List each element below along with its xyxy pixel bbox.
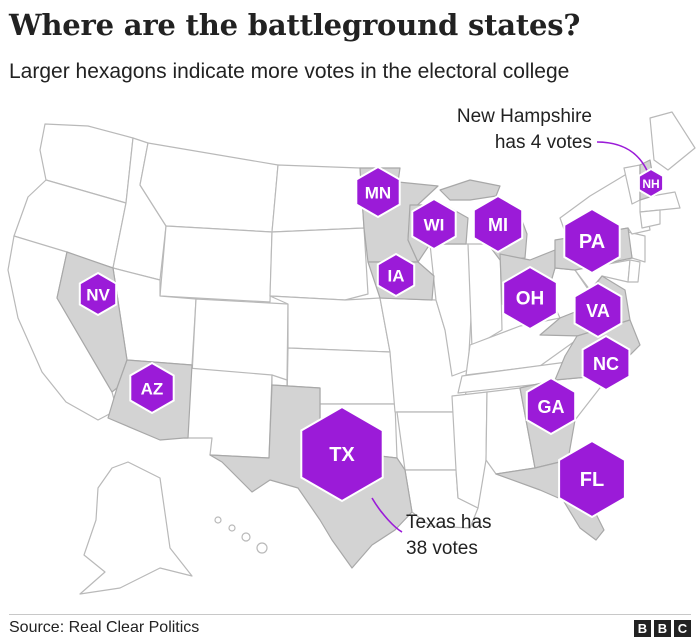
hexagon-label-nc: NC [593, 354, 619, 374]
state-hi-4 [256, 542, 268, 554]
logo-letter: B [654, 620, 671, 637]
hexagon-label-wi: WI [424, 216, 445, 235]
hexagon-label-nv: NV [86, 286, 110, 305]
state-ak [79, 461, 193, 595]
state-mt [139, 142, 279, 233]
state-ar [396, 411, 461, 471]
state-co [191, 298, 289, 381]
hexagon-va [573, 281, 623, 339]
state-ct [639, 209, 661, 229]
state-nm [183, 367, 273, 459]
state-de [627, 259, 641, 283]
hexagon-label-va: VA [586, 301, 610, 321]
hexagon-markers: NH MN WI MI PA IA NV OH VA NC AZ GA TX FL [78, 165, 665, 519]
hexagon-label-ia: IA [388, 267, 405, 286]
hexagon-wi [411, 197, 457, 251]
hexagon-nc [581, 334, 631, 392]
hexagon-label-az: AZ [141, 380, 164, 399]
state-hi-3 [241, 532, 251, 542]
hexagon-mi [472, 194, 524, 254]
tx-leader-line [371, 497, 403, 533]
nh-annotation-line-1: New Hampshire [457, 106, 592, 127]
hexagon-label-oh: OH [516, 289, 545, 310]
page-subtitle: Larger hexagons indicate more votes in t… [9, 60, 570, 83]
hexagon-oh [502, 265, 558, 331]
state-me [649, 111, 696, 171]
hexagon-nh [637, 167, 665, 199]
hexagon-fl [558, 439, 626, 519]
logo-letter: B [634, 620, 651, 637]
footer-divider [9, 614, 691, 615]
alaska-hawaii [79, 461, 268, 595]
hexagon-az [129, 361, 175, 415]
hexagon-label-nh: NH [642, 177, 659, 191]
hexagon-label-ga: GA [538, 397, 565, 417]
nh-annotation-line-2: has 4 votes [495, 132, 592, 153]
hexagon-label-pa: PA [579, 231, 605, 253]
hexagon-ia [376, 252, 416, 298]
logo-letter: C [674, 620, 691, 637]
bbc-logo: B B C [634, 620, 691, 637]
state-ne [269, 295, 391, 353]
hexagon-ga [525, 376, 577, 436]
hexagon-tx [300, 405, 384, 503]
state-ms [451, 391, 488, 509]
tx-annotation-line-1: Texas has [406, 512, 492, 533]
hexagon-label-mn: MN [365, 184, 391, 203]
state-in [467, 243, 503, 349]
state-hi-2 [228, 524, 236, 532]
state-hi-1 [214, 516, 222, 524]
page-title: Where are the battleground states? [9, 8, 581, 42]
hexagon-label-fl: FL [580, 469, 604, 491]
state-wy [159, 225, 273, 303]
tx-annotation-line-2: 38 votes [406, 538, 478, 559]
hexagon-pa [563, 207, 621, 275]
hexagon-label-mi: MI [488, 215, 508, 235]
hexagon-label-tx: TX [329, 444, 355, 466]
state-nd [271, 164, 365, 233]
source-credit: Source: Real Clear Politics [9, 619, 200, 636]
hexagon-mn [355, 165, 401, 219]
hexagon-nv [78, 271, 118, 317]
state-sd [269, 227, 369, 301]
